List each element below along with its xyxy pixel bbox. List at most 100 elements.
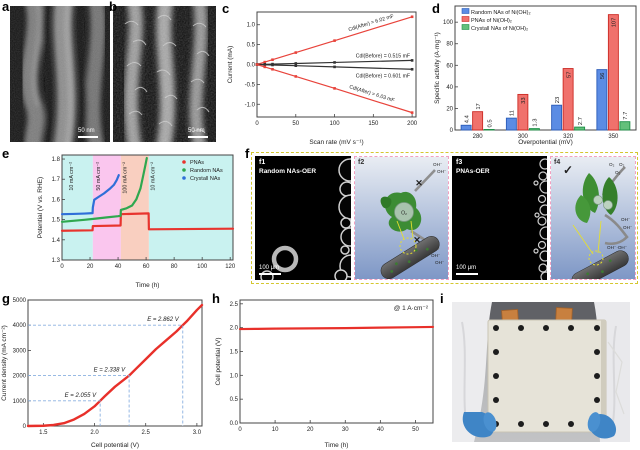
f2-trapped-bubble [394, 202, 414, 222]
panel-a-label: a [2, 0, 10, 14]
y-axis-label: Specific activity (A·mg⁻¹) [434, 32, 441, 104]
scale-bar-f3: 100 μm [456, 265, 486, 275]
panel-c: c -1.0 -0.5 0.0 0.5 1.0 0 50 100 150 200 Scan rate… [222, 0, 432, 147]
y-tick-label: 0.5 [230, 397, 239, 403]
x-tick-label: 40 [115, 264, 122, 270]
annotation-text: E = 2.338 V [94, 368, 127, 374]
y-tick-label: 80 [446, 42, 453, 48]
series-marker [294, 64, 298, 67]
panel-d: d 0 20 40 60 80 100 280 300 320 350 Overpotential … [432, 0, 640, 147]
y-tick-label: 0.0 [247, 63, 256, 69]
series-line [60, 156, 148, 223]
series-label: Cdl(After) = 6.02 mF [348, 14, 395, 34]
region-label: 100 mA cm⁻² [122, 162, 128, 194]
sem-a-noise [10, 6, 110, 142]
bar-value: 56 [600, 73, 606, 79]
x-axis-label: Scan rate (mV s⁻¹) [309, 139, 363, 146]
x-tick-label: 280 [473, 134, 484, 140]
panel-i: i [440, 292, 640, 450]
panel-i-label: i [440, 291, 444, 306]
x-tick-label: 60 [143, 264, 150, 270]
f2-leaf-tip [380, 196, 392, 209]
f1-title: Random NAs-OER [259, 168, 317, 175]
legend-marker [461, 8, 470, 14]
bar [483, 129, 495, 131]
x-tick-label: 150 [368, 121, 379, 127]
f4-check-icon: ✓ [563, 163, 573, 177]
series-marker [333, 61, 336, 64]
sem-b-noise [113, 6, 216, 142]
f4-dashed-circle [588, 250, 604, 266]
bar-value: 4.4 [464, 114, 470, 123]
y-tick-label: 100 [443, 20, 454, 26]
legend-label: Crystall NAs of Ni(OH)₂ [471, 26, 528, 32]
panel-b-label: b [109, 0, 117, 14]
region-label: 10 mA cm⁻² [69, 162, 75, 191]
panel-f2: O₂ ✕ ✕ OH⁻ OH⁻ OH⁻ OH⁻ f2 [354, 156, 449, 280]
y-tick-label: 40 [446, 85, 453, 91]
panel-f4: ✓ O₂ O₂ O₂ OH⁻ OH⁻ OH⁻·OH⁻ f4 [550, 156, 636, 289]
f1-bubble-ring [271, 245, 299, 273]
f2-cross-icon: ✕ [415, 178, 423, 188]
y-tick-label: 2000 [13, 374, 27, 380]
scale-bar-f1: 100 μm [259, 265, 289, 275]
x-tick-label: 0 [238, 427, 242, 433]
scale-bar-a: 50 nm [78, 128, 104, 138]
legend-marker [461, 16, 470, 22]
series-marker [410, 67, 414, 71]
x-tick-label: 20 [307, 427, 314, 433]
x-tick-label: 320 [563, 134, 574, 140]
plot-frame [27, 299, 203, 427]
x-tick-label: 50 [412, 427, 419, 433]
f4-bubble [593, 195, 603, 205]
bar [562, 68, 574, 131]
legend-label: PNAs of Ni(OH)₂ [471, 18, 512, 24]
sem-image-a [10, 6, 110, 142]
electrolyzer-photo [452, 302, 630, 442]
series-marker [410, 59, 414, 62]
x-tick-label: 350 [608, 134, 619, 140]
y-axis-label: Potential (V vs. RHE) [37, 177, 44, 238]
panel-g: g 0 1000 2000 3000 4000 5000 1.5 2.0 2.5 3.0 Cell … [0, 292, 212, 450]
series-marker [255, 63, 259, 66]
series-line [26, 303, 204, 428]
x-tick-label: 1.5 [39, 430, 48, 436]
panel-a: a 50 nm [2, 0, 110, 144]
series-line [60, 174, 120, 216]
bar [528, 128, 540, 131]
panel-f3: f3 PNAs-OER 100 μm [452, 156, 553, 283]
panel-d-label: d [432, 1, 440, 16]
legend-label: Random NAs of Ni(OH)₂ [471, 10, 531, 16]
chart-c: -1.0 -0.5 0.0 0.5 1.0 0 50 100 150 200 Scan rate (… [227, 11, 418, 146]
series-marker [333, 65, 336, 69]
f2-o2-label: O₂ [401, 211, 407, 217]
y-axis-label: Current (mA) [227, 46, 234, 84]
bar [505, 117, 517, 131]
bar-value: 17 [476, 103, 482, 109]
legend-marker [182, 160, 186, 164]
x-tick-label: 100 [330, 121, 341, 127]
y-axis-label: Current density (mA cm⁻²) [1, 325, 8, 401]
y-tick-label: 0.0 [230, 421, 239, 427]
bar [574, 126, 586, 131]
bar-value: 23 [555, 97, 561, 103]
panel-f-label: f [245, 146, 250, 161]
bar [460, 124, 472, 131]
series-marker [410, 111, 414, 114]
x-tick-label: 2.0 [90, 430, 99, 436]
f2-oh-label: OH⁻ [437, 169, 447, 174]
x-tick-label: 200 [407, 121, 418, 127]
f4-o2-label: O₂ [615, 170, 621, 175]
series-marker [271, 67, 274, 71]
region [62, 155, 93, 260]
bar [619, 121, 631, 131]
x-tick-label: 0 [255, 121, 259, 127]
electrolyzer-plate [487, 319, 607, 433]
f4-oh-label: OH⁻ [623, 225, 633, 230]
f4-id: f4 [554, 159, 561, 166]
bar-value: 57 [566, 72, 572, 78]
f2-cross-icon: ✕ [413, 235, 421, 245]
series-marker [263, 63, 267, 67]
panel-f: f f1 Random NAs-OER 100 μm [243, 147, 640, 290]
f2-arrow-top [414, 169, 436, 192]
